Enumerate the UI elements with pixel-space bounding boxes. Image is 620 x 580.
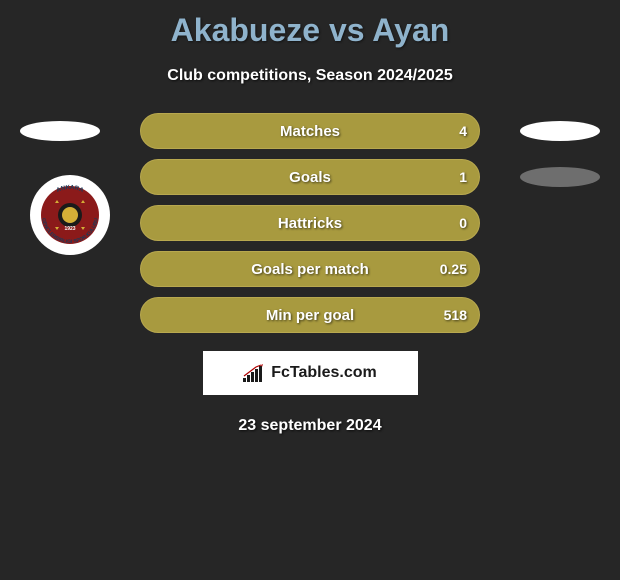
stat-value: 1 bbox=[459, 169, 467, 185]
stat-value: 0.25 bbox=[440, 261, 467, 277]
fctables-logo[interactable]: FcTables.com bbox=[203, 351, 418, 395]
badge-year: 1923 bbox=[64, 226, 75, 232]
stat-value: 0 bbox=[459, 215, 467, 231]
stat-label: Matches bbox=[280, 123, 340, 140]
stat-row-min-per-goal: Min per goal 518 bbox=[0, 297, 620, 333]
stat-value: 4 bbox=[459, 123, 467, 139]
page-title: Akabueze vs Ayan bbox=[0, 0, 620, 49]
date-text: 23 september 2024 bbox=[0, 417, 620, 435]
logo-text: FcTables.com bbox=[271, 364, 377, 382]
stat-bar: Min per goal 518 bbox=[140, 297, 480, 333]
badge-outer-ring: ANKARA GENCLERBIRLIGI SPOR KULUBU 1923 bbox=[30, 175, 110, 255]
player-left-marker bbox=[20, 121, 100, 141]
stat-bar: Hattricks 0 bbox=[140, 205, 480, 241]
stat-bar: Goals per match 0.25 bbox=[140, 251, 480, 287]
stat-row-goals-per-match: Goals per match 0.25 bbox=[0, 251, 620, 287]
stat-label: Min per goal bbox=[266, 307, 354, 324]
stat-bar: Goals 1 bbox=[140, 159, 480, 195]
stat-label: Goals per match bbox=[251, 261, 369, 278]
stat-label: Goals bbox=[289, 169, 331, 186]
stat-bar: Matches 4 bbox=[140, 113, 480, 149]
stat-label: Hattricks bbox=[278, 215, 342, 232]
subtitle: Club competitions, Season 2024/2025 bbox=[0, 67, 620, 85]
badge-svg: ANKARA GENCLERBIRLIGI SPOR KULUBU 1923 bbox=[30, 175, 110, 255]
club-badge: ANKARA GENCLERBIRLIGI SPOR KULUBU 1923 bbox=[30, 175, 110, 255]
player-right-marker-grey bbox=[520, 167, 600, 187]
chart-icon bbox=[243, 364, 265, 382]
player-right-marker bbox=[520, 121, 600, 141]
stat-row-matches: Matches 4 bbox=[0, 113, 620, 149]
stat-value: 518 bbox=[444, 307, 467, 323]
